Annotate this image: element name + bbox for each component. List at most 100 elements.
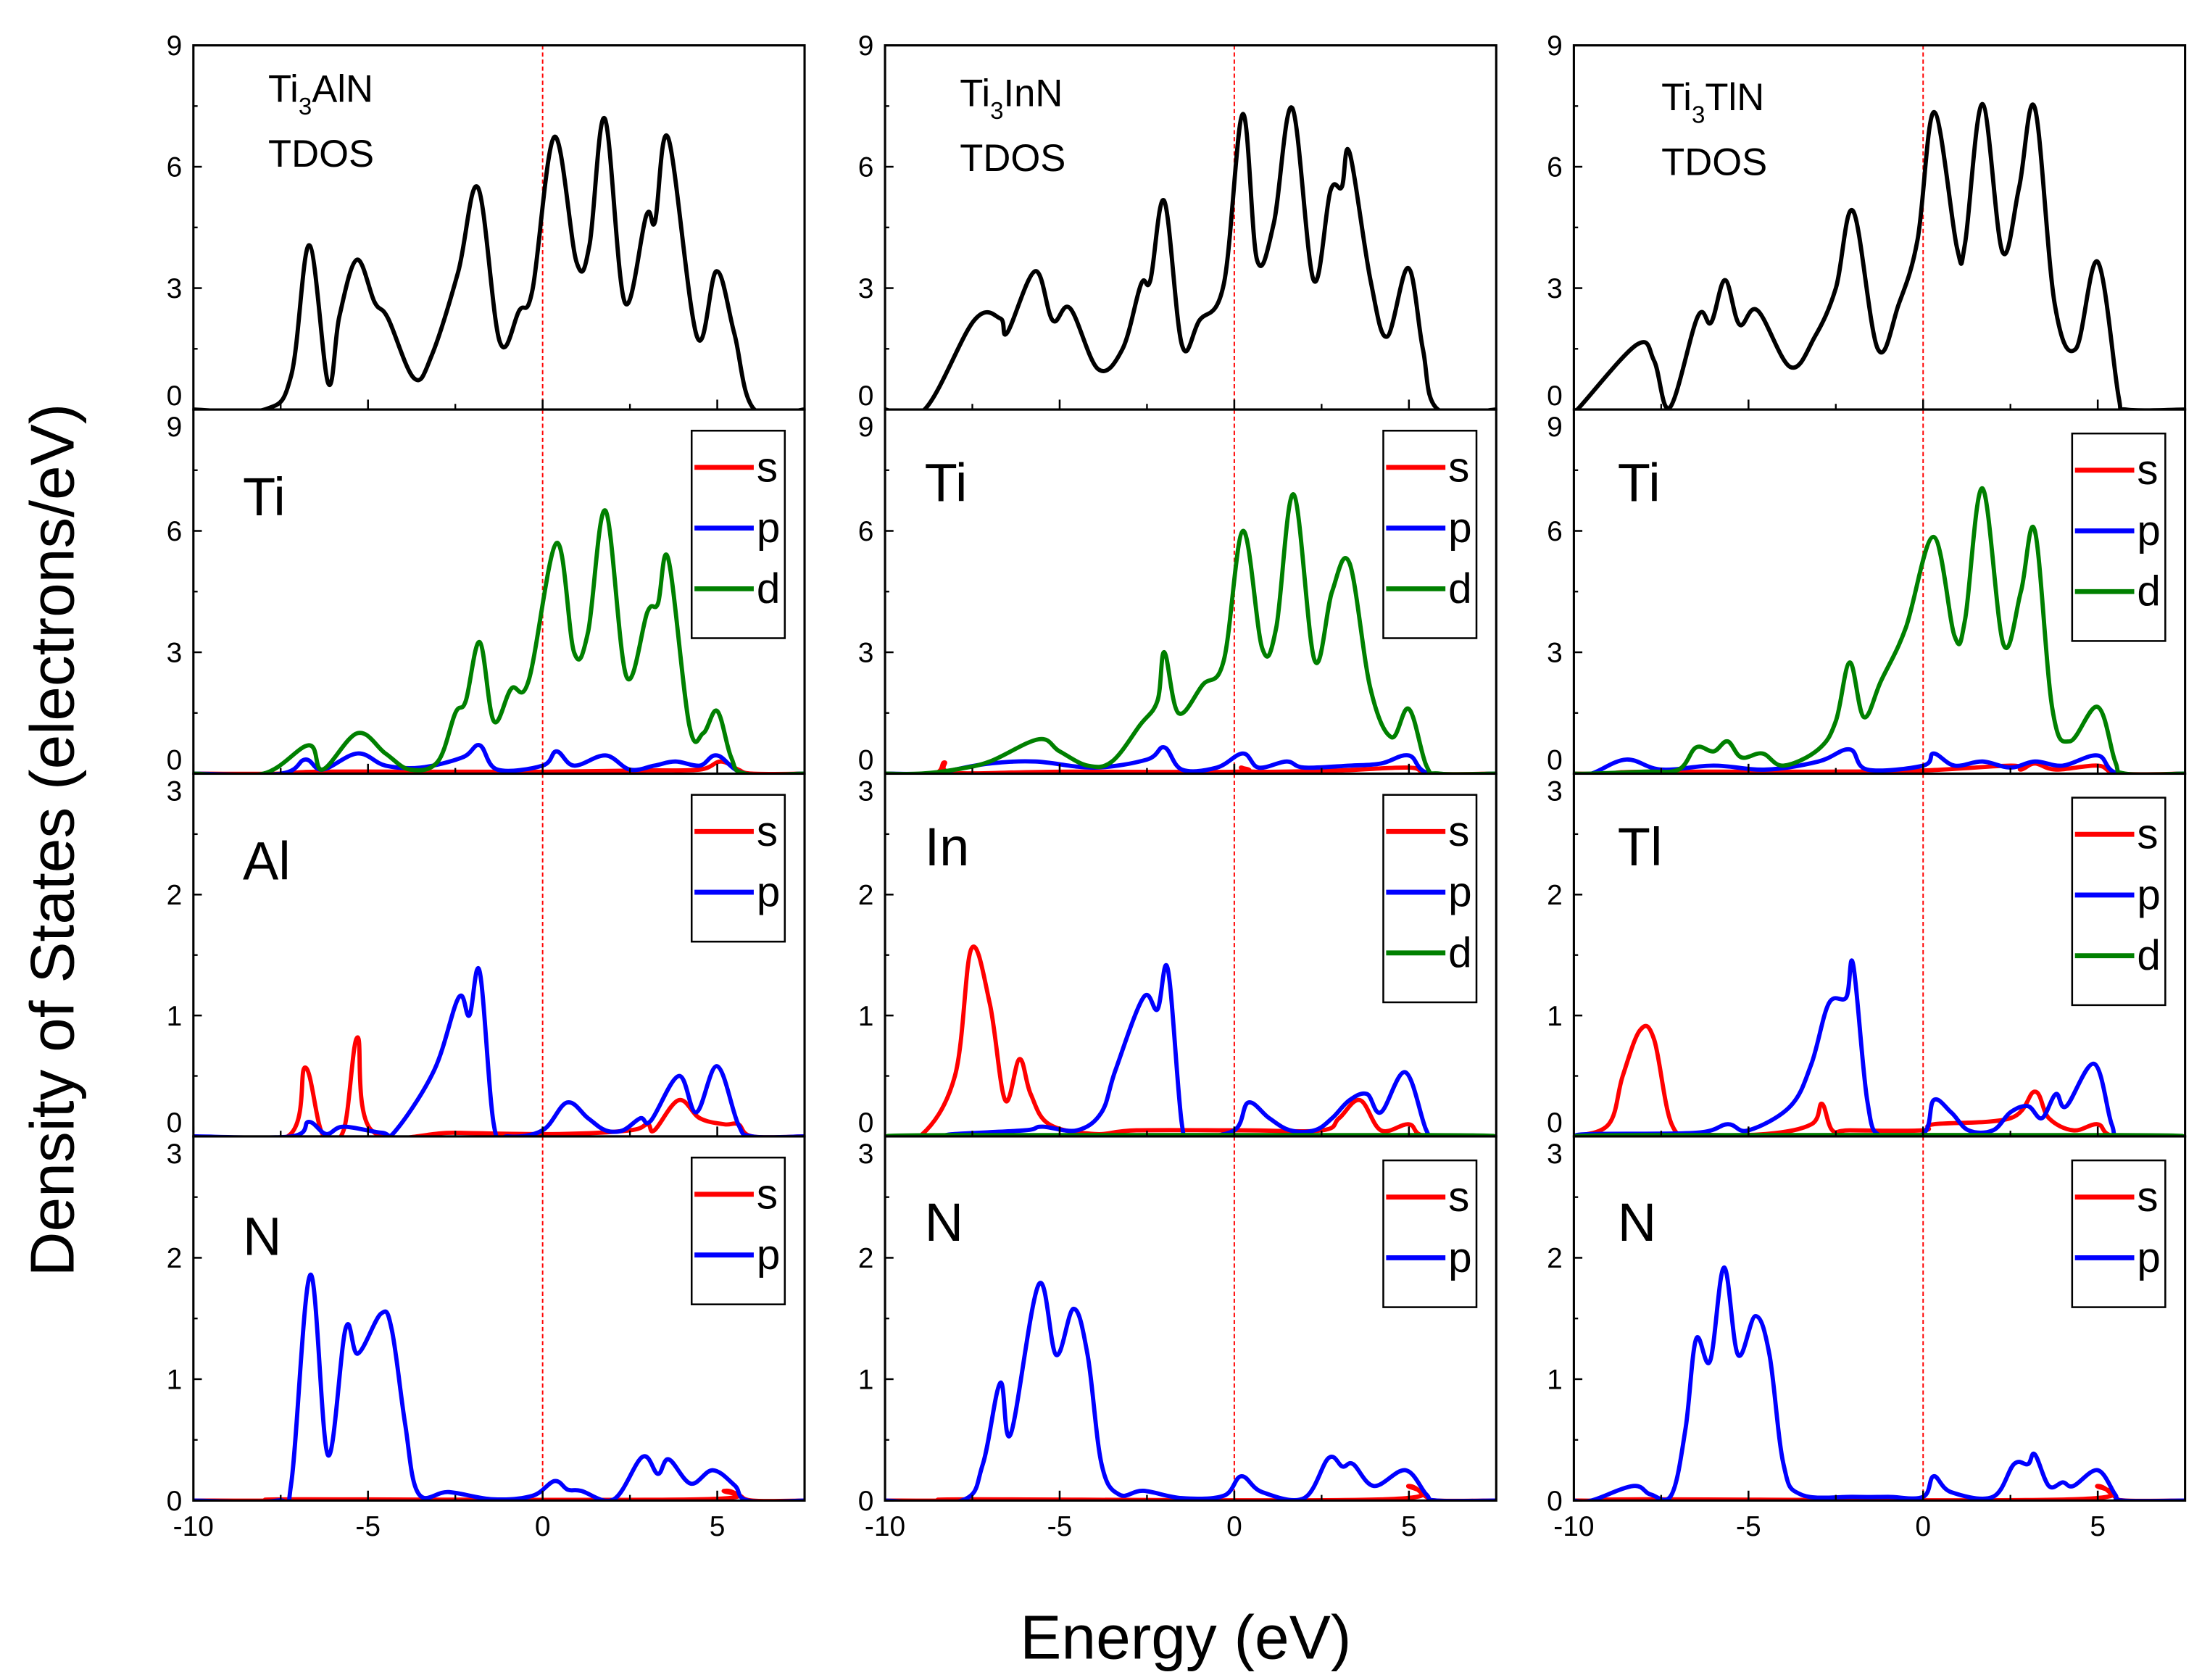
legend: spd — [2071, 797, 2166, 1007]
element-label: N — [925, 1192, 963, 1252]
y-tick-label: 0 — [167, 745, 183, 776]
y-tick-label: 3 — [858, 1139, 874, 1170]
legend-label-p: p — [2137, 1234, 2160, 1281]
legend-box — [2071, 1159, 2166, 1308]
y-tick-label: 9 — [1547, 412, 1563, 443]
legend-label-s: s — [2137, 811, 2158, 858]
y-tick-label: 9 — [167, 412, 183, 443]
compound-base: Ti — [960, 72, 990, 115]
y-tick-label: 0 — [1547, 745, 1563, 776]
legend-label-s: s — [1448, 444, 1469, 491]
series-line-d — [885, 492, 1497, 774]
y-tick-label: 6 — [858, 152, 874, 183]
y-tick-label: 2 — [858, 1243, 874, 1274]
x-tick-label: -5 — [1047, 1511, 1073, 1542]
element-label: Ti — [243, 467, 286, 527]
series-line-s — [1574, 1023, 2185, 1136]
x-tick-label: -10 — [1553, 1511, 1594, 1542]
legend-box — [1382, 1159, 1478, 1308]
series-line-p — [193, 966, 805, 1136]
y-tick-label: 3 — [1547, 775, 1563, 807]
y-tick-label: 0 — [1547, 1486, 1563, 1517]
series-line-p — [193, 1272, 805, 1501]
y-tick-label: 3 — [858, 775, 874, 807]
legend-label-p: p — [757, 869, 780, 916]
legend: sp — [2071, 1159, 2166, 1308]
compound-rest: AlN — [312, 67, 373, 110]
y-tick-label: 3 — [167, 1139, 183, 1170]
y-tick-label: 6 — [1547, 152, 1563, 183]
y-tick-label: 2 — [167, 1243, 183, 1274]
y-tick-label: 3 — [167, 638, 183, 669]
element-label: N — [1618, 1192, 1656, 1252]
compound-label: Ti3AlN — [268, 67, 373, 120]
y-tick-label: 0 — [1547, 1107, 1563, 1139]
legend-label-d: d — [2137, 932, 2160, 979]
compound-rest: TlN — [1705, 76, 1764, 119]
y-tick-label: 9 — [858, 30, 874, 62]
legend-label-p: p — [1448, 504, 1471, 552]
compound-label: Ti3InN — [960, 72, 1063, 125]
compound-subscript: 3 — [990, 98, 1003, 125]
y-tick-label: 0 — [858, 1486, 874, 1517]
y-tick-label: 0 — [1547, 381, 1563, 412]
series-line-total — [193, 116, 805, 410]
legend-box — [690, 1156, 786, 1305]
tdos-label: TDOS — [268, 133, 374, 175]
x-tick-label: -10 — [173, 1511, 214, 1542]
x-tick-label: -10 — [865, 1511, 905, 1542]
y-tick-label: 1 — [167, 1365, 183, 1396]
y-tick-label: 1 — [858, 1365, 874, 1396]
x-tick-label: 5 — [2090, 1511, 2106, 1542]
compound-base: Ti — [268, 67, 299, 110]
series-line-s — [885, 944, 1497, 1136]
y-tick-label: 2 — [858, 880, 874, 911]
legend-label-p: p — [2137, 871, 2160, 918]
y-tick-label: 2 — [167, 880, 183, 911]
y-tick-label: 6 — [1547, 516, 1563, 547]
panel-ti: 0 3 6 9 Ti spd — [858, 408, 1497, 776]
y-tick-label: 1 — [167, 1001, 183, 1032]
legend-label-d: d — [1448, 929, 1471, 976]
series-line-p — [885, 745, 1497, 774]
y-tick-label: 2 — [1547, 1243, 1563, 1274]
y-tick-label: 9 — [858, 412, 874, 443]
x-tick-label: -5 — [355, 1511, 381, 1542]
y-tick-label: 0 — [858, 1107, 874, 1139]
series-line-p — [1574, 1265, 2185, 1501]
series-line-s — [193, 1035, 805, 1136]
compound-base: Ti — [1661, 76, 1692, 119]
x-axis-title: Energy (eV) — [1020, 1603, 1351, 1673]
legend-label-s: s — [1448, 1173, 1469, 1221]
compound-subscript: 3 — [1692, 102, 1705, 129]
compound-subscript: 3 — [299, 93, 312, 120]
series-line-total — [885, 105, 1497, 410]
series-line-p — [885, 962, 1497, 1136]
compound-label: Ti3TlN — [1661, 76, 1764, 129]
y-tick-label: 0 — [167, 381, 183, 412]
y-tick-label: 3 — [167, 273, 183, 304]
element-label: Ti — [1618, 453, 1661, 513]
y-tick-label: 3 — [167, 775, 183, 807]
legend: sp — [690, 794, 786, 943]
element-label: Ti — [925, 453, 968, 513]
y-tick-label: 3 — [1547, 273, 1563, 304]
legend-label-p: p — [757, 1231, 780, 1278]
legend-box — [690, 794, 786, 943]
y-tick-label: 3 — [858, 638, 874, 669]
x-tick-label: 5 — [710, 1511, 726, 1542]
y-tick-label: 3 — [1547, 1139, 1563, 1170]
x-tick-label: 0 — [535, 1511, 551, 1542]
legend-label-s: s — [1448, 808, 1469, 855]
x-tick-label: -5 — [1736, 1511, 1761, 1542]
x-tick-label: 0 — [1226, 1511, 1242, 1542]
legend-label-s: s — [757, 1170, 778, 1218]
y-tick-label: 1 — [1547, 1365, 1563, 1396]
y-tick-label: 9 — [1547, 30, 1563, 62]
